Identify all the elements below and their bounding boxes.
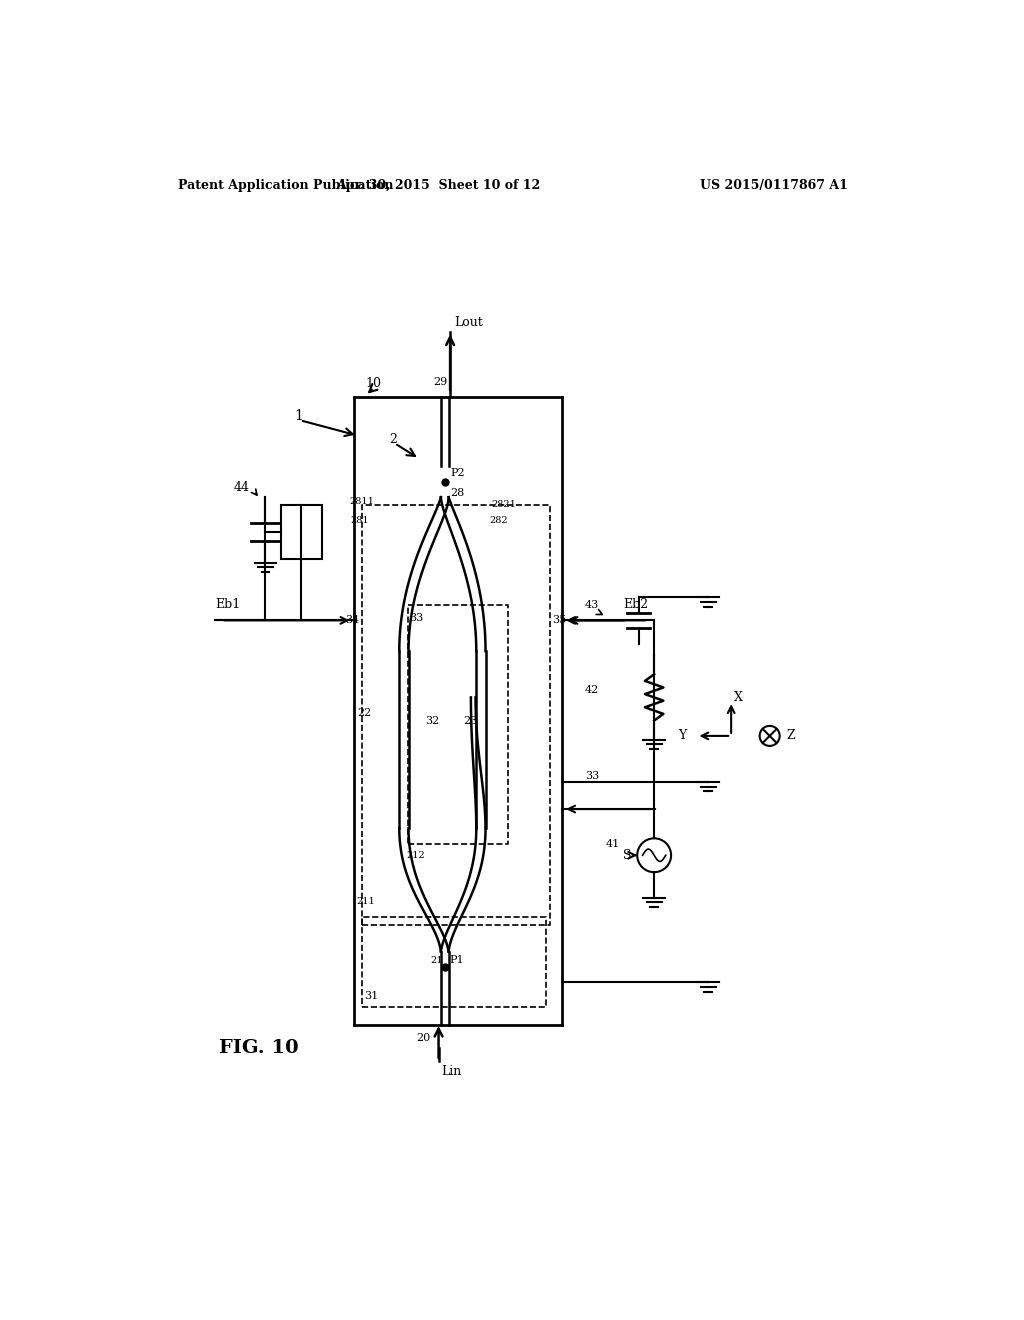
Text: 33: 33	[585, 771, 599, 781]
Text: 20: 20	[417, 1032, 431, 1043]
Text: 28: 28	[451, 488, 464, 498]
Text: X: X	[734, 690, 743, 704]
Text: Apr. 30, 2015  Sheet 10 of 12: Apr. 30, 2015 Sheet 10 of 12	[337, 178, 541, 191]
Text: Z: Z	[786, 730, 796, 742]
Text: 29: 29	[433, 376, 447, 387]
Text: US 2015/0117867 A1: US 2015/0117867 A1	[700, 178, 848, 191]
Text: 10: 10	[366, 376, 381, 389]
Text: 34: 34	[345, 615, 359, 626]
Text: 43: 43	[585, 601, 599, 610]
Text: Lout: Lout	[454, 317, 482, 330]
Text: 33: 33	[410, 612, 424, 623]
Text: 32: 32	[425, 715, 439, 726]
Bar	[281, 506, 322, 558]
Text: 35: 35	[553, 615, 566, 626]
Text: 42: 42	[585, 685, 599, 694]
Text: 44: 44	[233, 480, 250, 494]
Text: 23: 23	[463, 715, 477, 726]
Text: 211: 211	[356, 898, 376, 906]
Text: 22: 22	[357, 708, 372, 718]
Text: Eb2: Eb2	[624, 598, 648, 611]
Text: 2811: 2811	[349, 496, 374, 506]
Text: 281: 281	[350, 516, 370, 525]
Text: 41: 41	[605, 838, 620, 849]
Text: S: S	[623, 849, 631, 862]
Text: 2: 2	[389, 433, 397, 446]
Text: Patent Application Publication: Patent Application Publication	[178, 178, 394, 191]
Text: Lin: Lin	[441, 1065, 462, 1077]
Text: 282: 282	[489, 516, 508, 525]
Text: Y: Y	[678, 730, 686, 742]
Text: FIG. 10: FIG. 10	[219, 1039, 299, 1057]
Text: Eb1: Eb1	[215, 598, 241, 611]
Text: 1: 1	[295, 409, 303, 424]
Text: 31: 31	[364, 991, 378, 1001]
Text: 21: 21	[431, 957, 443, 965]
Text: P2: P2	[451, 469, 465, 478]
Text: 212: 212	[407, 851, 425, 859]
Text: 2821: 2821	[490, 500, 516, 510]
Text: P1: P1	[450, 956, 464, 965]
